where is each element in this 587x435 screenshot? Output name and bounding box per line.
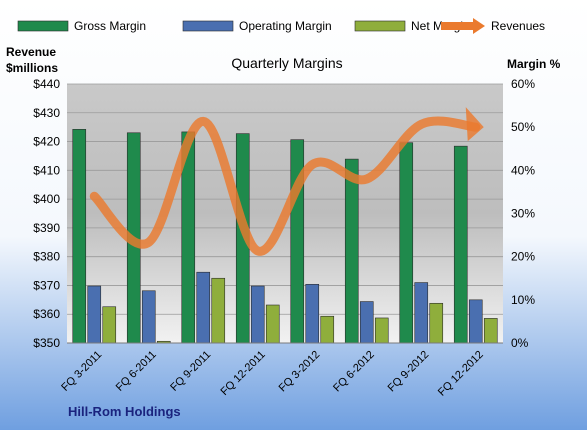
bar-net-margin xyxy=(484,318,497,343)
bar-net-margin xyxy=(103,307,116,343)
legend-label: Gross Margin xyxy=(74,19,146,33)
bar-operating-margin xyxy=(142,291,155,343)
right-tick-label: 20% xyxy=(511,250,535,264)
bar-operating-margin xyxy=(306,284,319,343)
bar-net-margin xyxy=(212,278,225,343)
legend-swatch xyxy=(355,21,405,31)
right-tick-label: 30% xyxy=(511,207,535,221)
left-tick-label: $410 xyxy=(33,163,60,177)
left-tick-label: $420 xyxy=(33,135,60,149)
right-tick-label: 40% xyxy=(511,163,535,177)
chart-title: Quarterly Margins xyxy=(231,55,342,71)
left-tick-label: $370 xyxy=(33,278,60,292)
left-tick-label: $440 xyxy=(33,77,60,91)
bar-net-margin xyxy=(375,318,388,343)
left-axis-title-line2: $millions xyxy=(6,61,58,75)
bar-operating-margin xyxy=(469,300,482,343)
left-tick-label: $430 xyxy=(33,106,60,120)
legend-label: Operating Margin xyxy=(239,19,332,33)
bar-net-margin xyxy=(321,316,334,343)
left-tick-label: $390 xyxy=(33,221,60,235)
left-tick-label: $400 xyxy=(33,192,60,206)
right-tick-label: 0% xyxy=(511,336,529,350)
bar-gross-margin xyxy=(400,143,413,343)
left-tick-label: $360 xyxy=(33,307,60,321)
bar-operating-margin xyxy=(88,286,101,343)
right-axis-title: Margin % xyxy=(507,57,561,71)
legend-swatch xyxy=(18,21,68,31)
right-tick-label: 50% xyxy=(511,120,535,134)
bar-gross-margin xyxy=(345,159,358,343)
left-axis-title-line1: Revenue xyxy=(6,45,56,59)
legend-swatch xyxy=(183,21,233,31)
legend-label: Revenues xyxy=(491,19,545,33)
bar-operating-margin xyxy=(251,286,264,343)
bar-operating-margin xyxy=(415,283,428,343)
bar-operating-margin xyxy=(197,272,210,343)
right-tick-label: 60% xyxy=(511,77,535,91)
bar-gross-margin xyxy=(73,129,86,343)
bar-net-margin xyxy=(430,303,443,343)
right-tick-label: 10% xyxy=(511,293,535,307)
bar-gross-margin xyxy=(454,146,467,343)
footer-label: Hill-Rom Holdings xyxy=(68,404,181,419)
left-tick-label: $380 xyxy=(33,250,60,264)
left-tick-label: $350 xyxy=(33,336,60,350)
bar-operating-margin xyxy=(360,302,373,343)
bar-net-margin xyxy=(266,305,279,343)
